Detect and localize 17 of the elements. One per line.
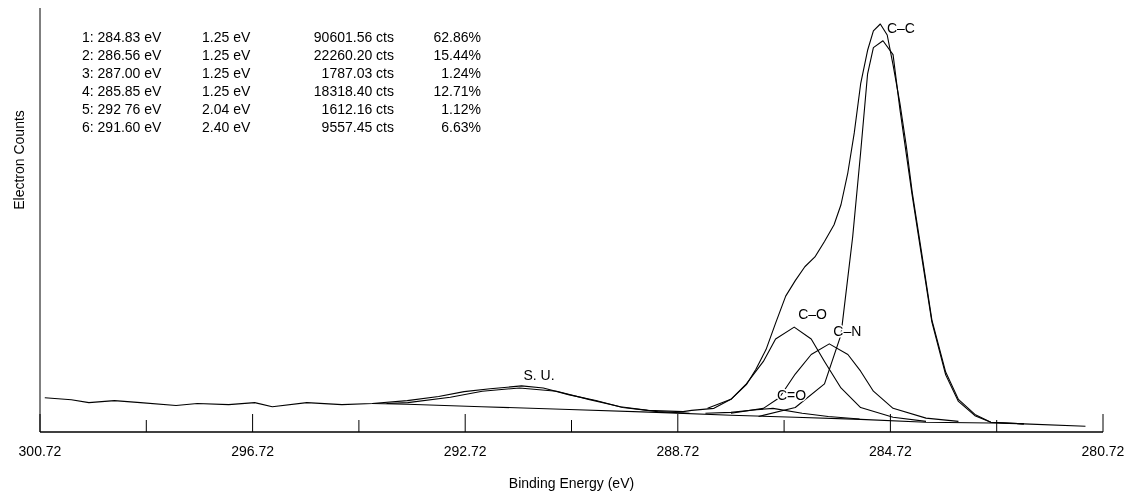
x-tick-label: 300.72: [18, 443, 62, 459]
text: 3: 287.00 eV 1.25 eV 1787.03 cts 1.24%: [82, 65, 481, 81]
series-label: C–O: [798, 306, 828, 323]
x-tick-label: 284.72: [868, 443, 913, 459]
x-tick-label: 296.72: [231, 443, 275, 459]
text: 5: 292 76 eV 2.04 eV 1612.16 cts 1.12%: [82, 101, 481, 117]
x-tick-label: 288.72: [656, 443, 700, 459]
x-tick-label: 280.72: [1081, 443, 1125, 459]
text: 1: 284.83 eV 1.25 eV 90601.56 cts 62.86%: [82, 29, 481, 45]
text: 2: 286.56 eV 1.25 eV 22260.20 cts 15.44%: [82, 47, 481, 63]
text: 4: 285.85 eV 1.25 eV 18318.40 cts 12.71%: [82, 83, 481, 99]
text: 6: 291.60 eV 2.40 eV 9557.45 cts 6.63%: [82, 119, 481, 135]
series-label: S. U.: [523, 366, 555, 383]
y-axis-title: Electron Counts: [11, 110, 27, 210]
x-tick-label: 292.72: [443, 443, 487, 459]
x-axis-title: Binding Energy (eV): [508, 475, 635, 491]
series-label: C–C: [886, 19, 915, 36]
